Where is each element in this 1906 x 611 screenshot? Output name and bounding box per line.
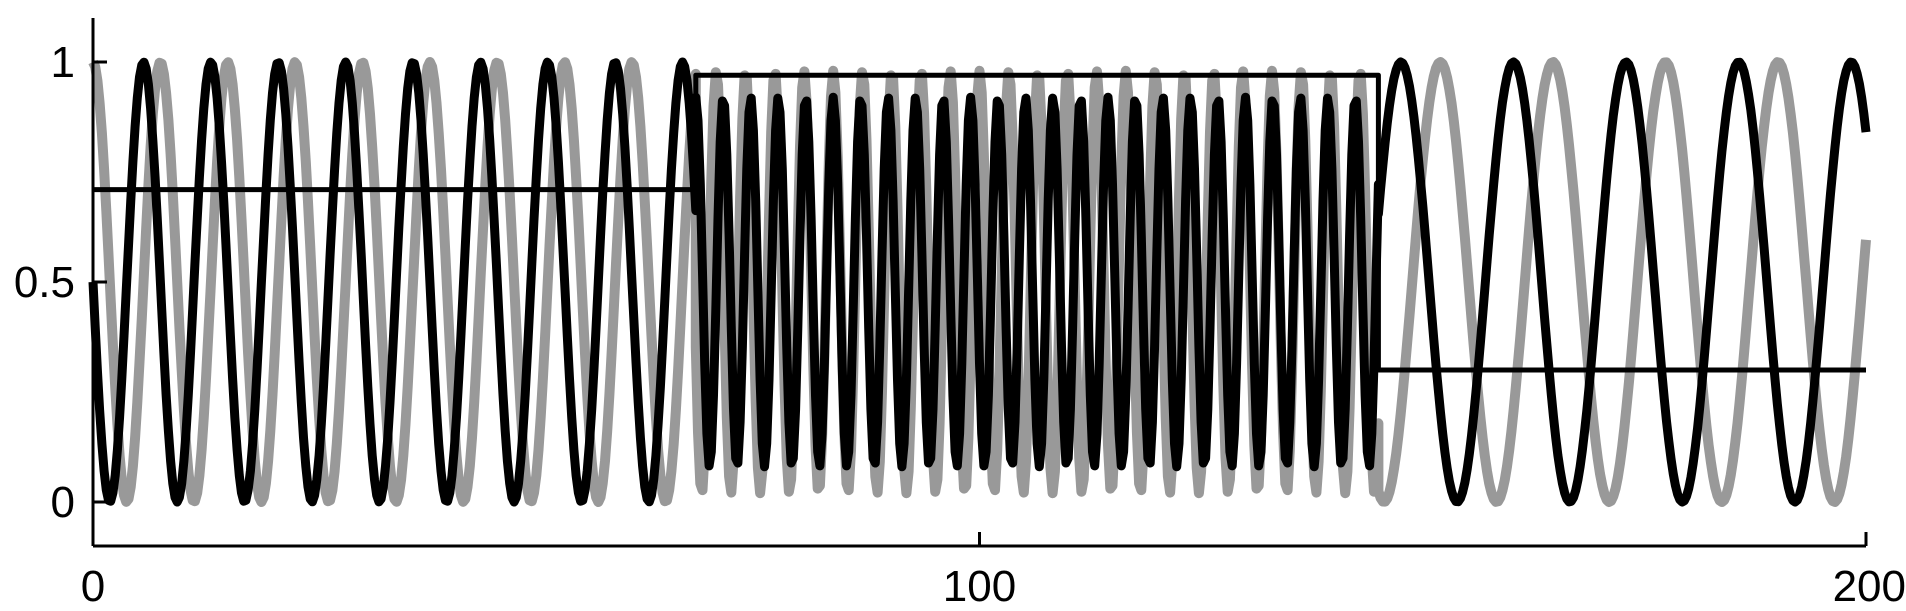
y-tick-label: 0: [51, 478, 75, 527]
y-tick-label: 1: [51, 38, 75, 87]
y-tick-label: 0.5: [14, 258, 75, 307]
step-series-line: [93, 72, 1866, 373]
x-tick-label: 200: [1833, 562, 1906, 611]
x-tick-label: 100: [943, 562, 1016, 611]
series-layer: [88, 57, 1871, 507]
tick-layer: 0 0.5 1 0 100 200: [14, 38, 1906, 611]
x-tick-label: 0: [81, 562, 105, 611]
oscillation-series-line: [88, 57, 1871, 507]
